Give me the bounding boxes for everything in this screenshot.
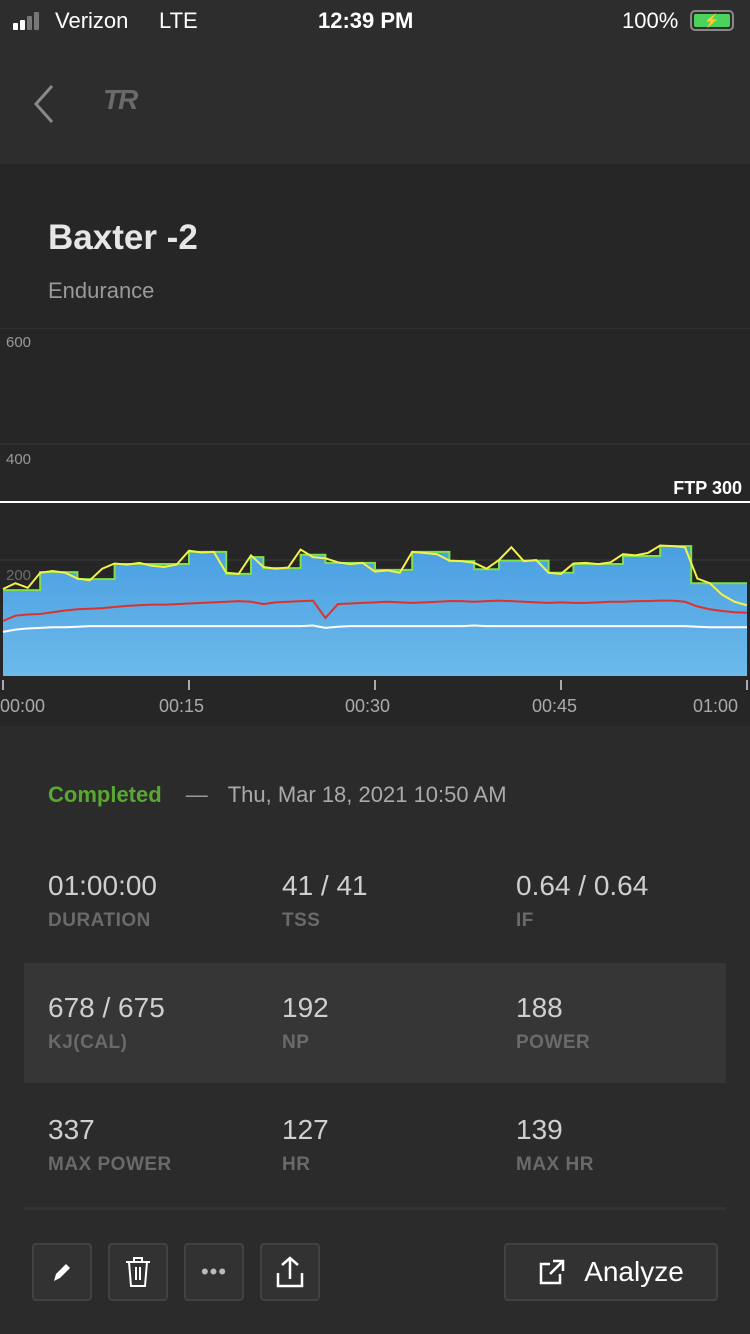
- x-tick-label: 00:15: [159, 696, 205, 716]
- cadence-line: [2, 624, 747, 633]
- y-tick-label: 600: [6, 334, 32, 351]
- stats-row-highlight: [24, 963, 726, 1083]
- signal-icon: [13, 12, 39, 30]
- ftp-label: FTP 300: [673, 478, 742, 498]
- workout-title: Baxter -2: [48, 218, 198, 257]
- stat-label: DURATION: [48, 910, 151, 931]
- delete-button[interactable]: [108, 1243, 168, 1301]
- x-tick-label: 00:45: [532, 696, 578, 716]
- pencil-icon: [54, 1264, 70, 1281]
- analyze-label: Analyze: [584, 1256, 684, 1287]
- divider: [24, 1207, 726, 1210]
- stat-value: 01:00:00: [48, 870, 157, 901]
- workout-category: Endurance: [48, 278, 155, 303]
- tr-logo: TR: [103, 84, 138, 115]
- network: LTE: [159, 8, 198, 33]
- x-tick-label: 01:00: [693, 696, 739, 716]
- completed-status: Completed: [48, 782, 162, 807]
- stat-value: 41 / 41: [282, 870, 368, 901]
- x-tick-label: 00:00: [0, 696, 46, 716]
- stat-hr: 127 HR: [282, 1114, 512, 1176]
- stat-np: 192 NP: [282, 992, 512, 1054]
- stat-value: 0.64 / 0.64: [516, 870, 649, 901]
- more-dots-icon: •••: [200, 1259, 228, 1284]
- stat-label: IF: [516, 910, 534, 931]
- carrier: Verizon: [55, 8, 129, 33]
- stat-label: HR: [282, 1154, 311, 1175]
- stat-value: 337: [48, 1114, 95, 1145]
- y-tick-label: 200: [6, 567, 32, 584]
- stat-if: 0.64 / 0.64 IF: [516, 870, 746, 932]
- x-tick-label: 00:30: [345, 696, 391, 716]
- stat-max-power: 337 MAX POWER: [48, 1114, 278, 1176]
- stat-value: 139: [516, 1114, 563, 1145]
- battery-percent: 100%: [622, 8, 679, 33]
- edit-button[interactable]: [32, 1243, 92, 1301]
- stat-value: 192: [282, 992, 329, 1023]
- workout-header: Baxter -2 Endurance: [0, 164, 750, 328]
- y-tick-label: 400: [6, 451, 32, 468]
- completed-date: Thu, Mar 18, 2021 10:50 AM: [227, 782, 507, 807]
- stat-value: 188: [516, 992, 563, 1023]
- stat-label: MAX HR: [516, 1154, 594, 1175]
- stat-value: 127: [282, 1114, 329, 1145]
- stat-label: POWER: [516, 1032, 591, 1053]
- stat-label: TSS: [282, 910, 321, 931]
- battery-charging-icon: ⚡: [690, 10, 734, 31]
- separator: —: [185, 782, 208, 807]
- stat-power: 188 POWER: [516, 992, 746, 1054]
- completion-summary: Completed — Thu, Mar 18, 2021 10:50 AM: [48, 782, 507, 808]
- nav-bar: TR: [0, 42, 750, 164]
- heart-rate-line: [2, 599, 748, 622]
- stat-duration: 01:00:00 DURATION: [48, 870, 278, 932]
- analyze-button[interactable]: Analyze: [504, 1243, 718, 1301]
- trash-icon: [126, 1257, 150, 1287]
- back-chevron-icon[interactable]: [30, 82, 60, 126]
- stat-label: KJ(CAL): [48, 1032, 128, 1053]
- power-line: [2, 544, 748, 607]
- stat-tss: 41 / 41 TSS: [282, 870, 512, 932]
- clock: 12:39 PM: [318, 8, 414, 33]
- share-button[interactable]: [260, 1243, 320, 1301]
- more-button[interactable]: •••: [184, 1243, 244, 1301]
- stat-value: 678 / 675: [48, 992, 165, 1023]
- workout-chart: 600 400 200 FTP 300 00:00 00:15 00:30 00…: [0, 328, 750, 726]
- share-icon: [276, 1256, 304, 1288]
- stat-label: NP: [282, 1032, 310, 1053]
- power-chart-svg: [0, 328, 750, 690]
- status-bar: Verizon LTE 12:39 PM 100% ⚡: [0, 0, 750, 42]
- external-link-icon: [539, 1259, 565, 1285]
- target-area: [3, 546, 747, 676]
- stat-max-hr: 139 MAX HR: [516, 1114, 746, 1176]
- stat-label: MAX POWER: [48, 1154, 172, 1175]
- stat-kj-cal: 678 / 675 KJ(CAL): [48, 992, 278, 1054]
